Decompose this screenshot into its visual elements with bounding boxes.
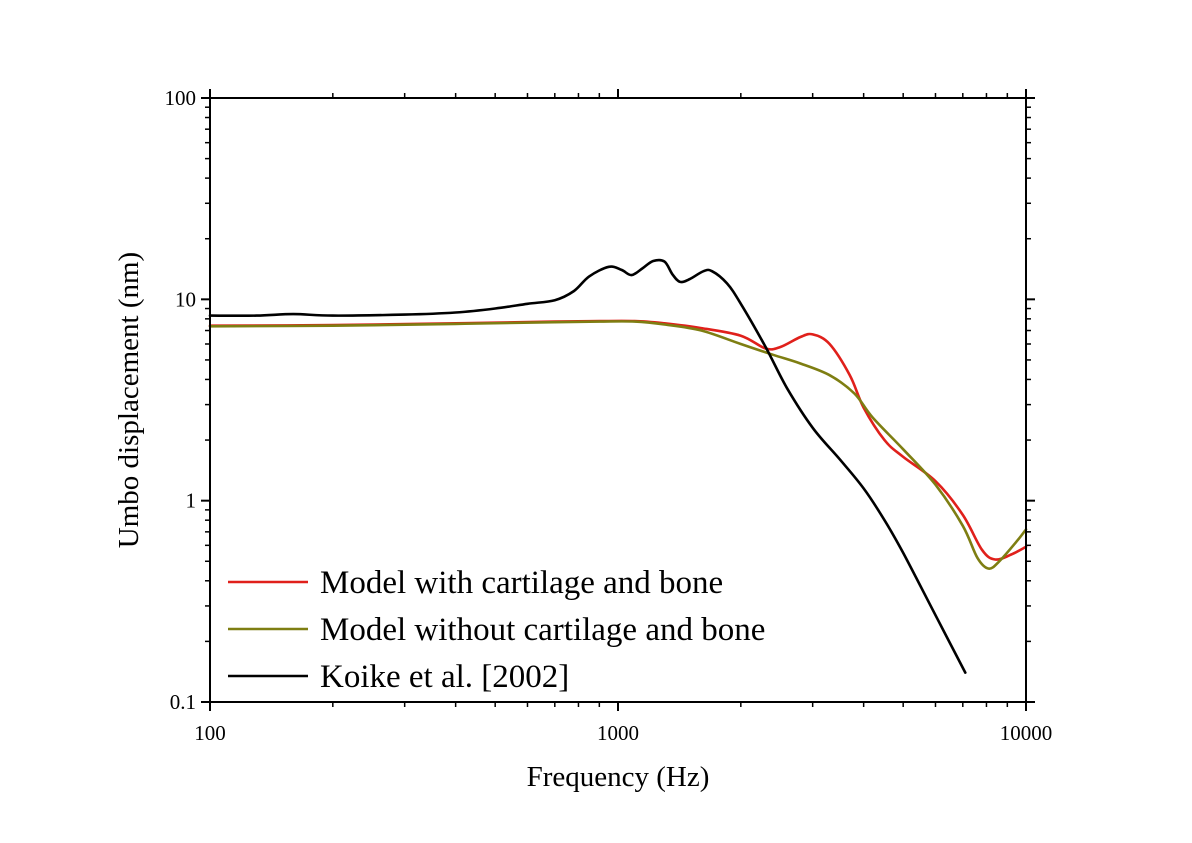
legend: Model with cartilage and bone Model witho… (228, 565, 765, 695)
plot-area (201, 89, 1035, 711)
plot-frame (209, 97, 1027, 703)
y-tick-label: 10 (175, 287, 196, 311)
y-axis-title: Umbo displacement (nm) (113, 252, 145, 548)
series-line-3 (208, 258, 967, 674)
y-tick-label: 1 (186, 489, 197, 513)
x-tick-label: 100 (194, 721, 226, 745)
x-axis-title: Frequency (Hz) (527, 761, 710, 793)
y-tick-label: 100 (165, 86, 197, 110)
tick-labels: 100 1000 10000 0.1 1 10 100 (165, 86, 1053, 745)
series-lines (208, 258, 1028, 674)
series-line-1 (208, 319, 1028, 561)
legend-label-3: Koike et al. [2002] (320, 659, 569, 695)
legend-label-1: Model with cartilage and bone (320, 565, 723, 601)
legend-label-2: Model without cartilage and bone (320, 612, 765, 648)
y-tick-label: 0.1 (170, 690, 196, 714)
x-tick-label: 1000 (597, 721, 639, 745)
series-line-2 (208, 320, 1028, 570)
x-tick-label: 10000 (1000, 721, 1053, 745)
